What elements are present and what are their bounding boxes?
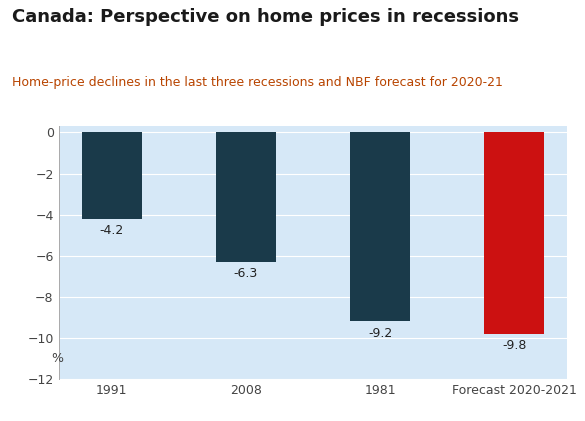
Text: %: % bbox=[51, 352, 63, 365]
Bar bbox=[350, 133, 410, 321]
Text: Canada: Perspective on home prices in recessions: Canada: Perspective on home prices in re… bbox=[12, 8, 519, 27]
Text: -6.3: -6.3 bbox=[234, 267, 258, 280]
Text: -4.2: -4.2 bbox=[99, 224, 124, 237]
Text: -9.8: -9.8 bbox=[502, 339, 526, 352]
Text: Home-price declines in the last three recessions and NBF forecast for 2020-21: Home-price declines in the last three re… bbox=[12, 76, 503, 89]
Bar bbox=[82, 133, 142, 219]
Text: -9.2: -9.2 bbox=[368, 327, 392, 339]
Bar bbox=[216, 133, 276, 262]
Bar bbox=[484, 133, 544, 334]
